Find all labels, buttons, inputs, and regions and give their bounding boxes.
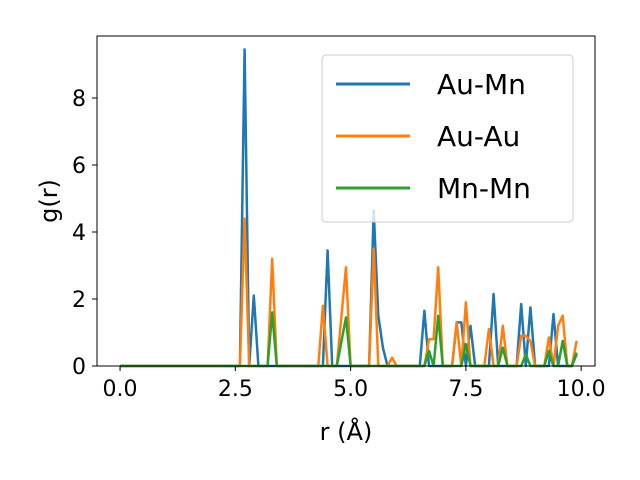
plot-frame [96, 35, 596, 367]
legend-label-au-mn: Au-Mn [437, 68, 526, 101]
legend-label-mn-mn: Mn-Mn [437, 172, 531, 205]
x-tick-label: 7.5 [448, 377, 483, 402]
x-tick-label: 2.5 [218, 377, 253, 402]
x-axis-label: r (Å) [320, 417, 373, 446]
x-tick-label: 0.0 [103, 377, 138, 402]
y-tick-label: 0 [72, 355, 86, 380]
legend-label-au-au: Au-Au [437, 120, 520, 153]
y-tick-label: 2 [72, 288, 86, 313]
legend-box [321, 54, 574, 223]
x-tick-label: 5.0 [333, 377, 368, 402]
y-tick-label: 8 [72, 87, 86, 112]
y-tick-label: 4 [72, 221, 86, 246]
y-tick-label: 6 [72, 154, 86, 179]
chart-root: 0.0 2.5 5.0 7.5 10.0 0 2 4 6 8 r (Å) g(r) Au-Mn Au-Au… [35, 35, 606, 446]
x-tick-label: 10.0 [557, 377, 606, 402]
y-axis-label: g(r) [35, 179, 63, 223]
